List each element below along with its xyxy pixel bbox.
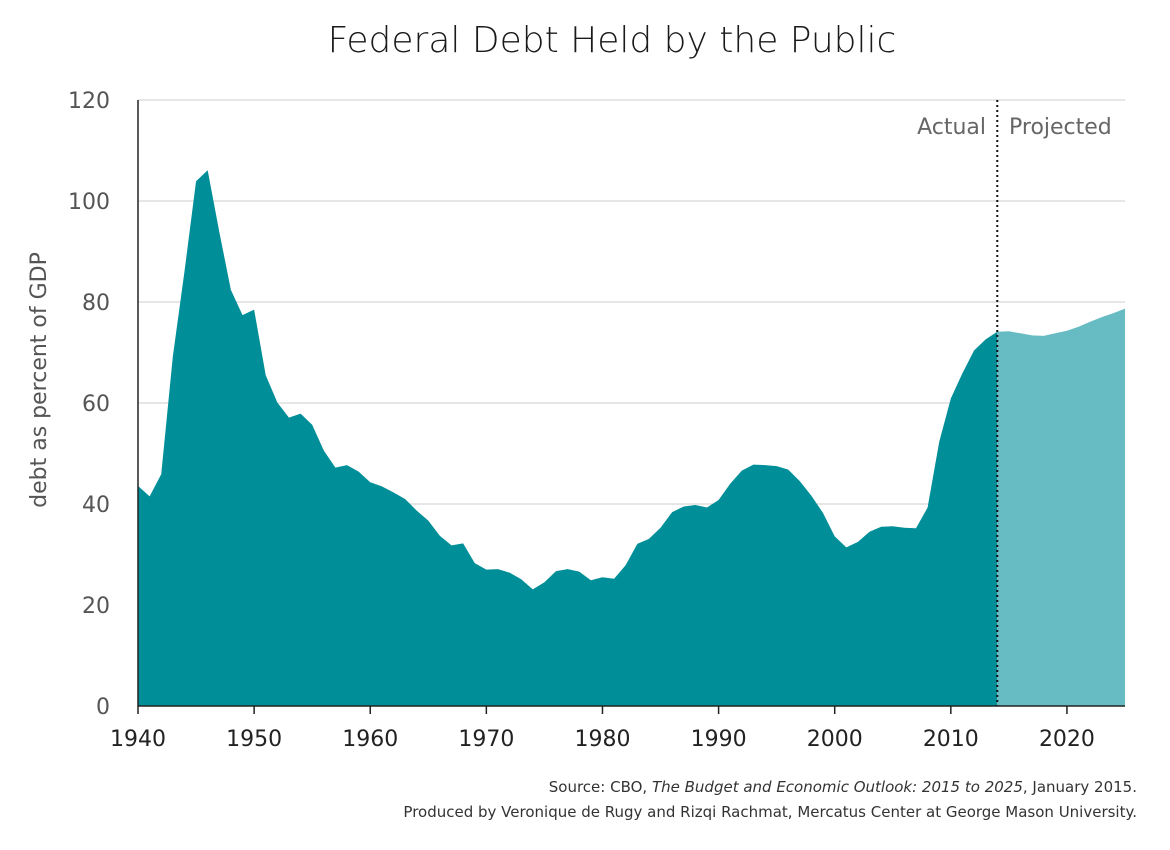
x-tick-label-2020: 2020 <box>1039 727 1095 752</box>
x-tick-label-1940: 1940 <box>110 727 166 752</box>
x-tick-label-1980: 1980 <box>574 727 630 752</box>
x-tick-label-2010: 2010 <box>923 727 979 752</box>
area-layer <box>138 170 1125 706</box>
actual-debt-area <box>138 170 998 706</box>
source-suffix: , January 2015. <box>1022 778 1137 796</box>
axis-layer: 0 20 40 60 80 100 120 1940 1950 1960 1970 1980 1990 2… <box>68 89 1125 752</box>
source-citation: Source: CBO, The Budget and Economic Out… <box>549 778 1137 796</box>
x-tick-label-1960: 1960 <box>342 727 398 752</box>
y-tick-label-20: 20 <box>82 594 110 619</box>
actual-section-label: Actual <box>917 115 986 140</box>
x-tick-label-1970: 1970 <box>458 727 514 752</box>
y-tick-label-0: 0 <box>96 695 110 720</box>
x-tick-label-1990: 1990 <box>691 727 747 752</box>
y-tick-label-60: 60 <box>82 392 110 417</box>
x-tick-label-2000: 2000 <box>807 727 863 752</box>
x-tick-label-1950: 1950 <box>226 727 282 752</box>
chart-title: Federal Debt Held by the Public <box>328 20 897 61</box>
projected-section-label: Projected <box>1009 115 1112 140</box>
chart-svg: Federal Debt Held by the Public 0 20 40 60 8… <box>27 20 1125 752</box>
y-tick-label-120: 120 <box>68 89 110 114</box>
projected-debt-area <box>997 308 1125 706</box>
y-tick-label-40: 40 <box>82 493 110 518</box>
source-prefix: Source: CBO, <box>548 778 652 796</box>
y-tick-label-100: 100 <box>68 190 110 215</box>
y-tick-label-80: 80 <box>82 291 110 316</box>
source-report-title: The Budget and Economic Outlook: 2015 to… <box>651 778 1023 796</box>
producer-credit: Produced by Veronique de Rugy and Rizqi … <box>403 803 1137 821</box>
y-axis-label: debt as percent of GDP <box>27 252 52 508</box>
